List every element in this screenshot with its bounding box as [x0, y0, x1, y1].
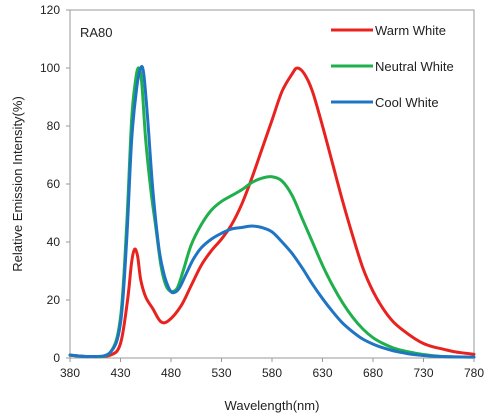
- y-tick-label: 20: [47, 293, 61, 307]
- series-line-neutral-white: [68, 66, 476, 359]
- series-line-warm-white: [68, 66, 476, 359]
- legend-label-warm-white: Warm White: [375, 23, 446, 38]
- legend: Warm White Neutral White Cool White: [331, 23, 454, 110]
- y-tick-label: 60: [47, 177, 61, 191]
- y-tick-label: 100: [40, 61, 60, 75]
- legend-label-neutral-white: Neutral White: [375, 59, 454, 74]
- series-line-cool-white: [68, 64, 476, 359]
- y-tick-label: 40: [47, 235, 61, 249]
- x-tick-label: 580: [262, 366, 282, 380]
- x-axis-title: Wavelength(nm): [225, 398, 320, 413]
- x-tick-label: 630: [312, 366, 332, 380]
- x-tick-label: 480: [161, 366, 181, 380]
- x-tick-label: 780: [464, 366, 484, 380]
- ra80-annotation: RA80: [80, 25, 113, 40]
- series-layer: [68, 64, 476, 359]
- y-axis-title: Relative Emission Intensity(%): [10, 96, 25, 272]
- y-tick-label: 80: [47, 119, 61, 133]
- y-tick-label: 120: [40, 3, 60, 17]
- ticks-layer: 0 20 40 60 80 100 120 380 430 480 530 580 630 680 730 7…: [40, 3, 484, 380]
- x-tick-label: 380: [60, 366, 80, 380]
- x-tick-label: 530: [211, 366, 231, 380]
- legend-label-cool-white: Cool White: [375, 95, 439, 110]
- x-tick-label: 680: [363, 366, 383, 380]
- x-tick-label: 730: [413, 366, 433, 380]
- y-tick-label: 0: [53, 351, 60, 365]
- x-tick-label: 430: [110, 366, 130, 380]
